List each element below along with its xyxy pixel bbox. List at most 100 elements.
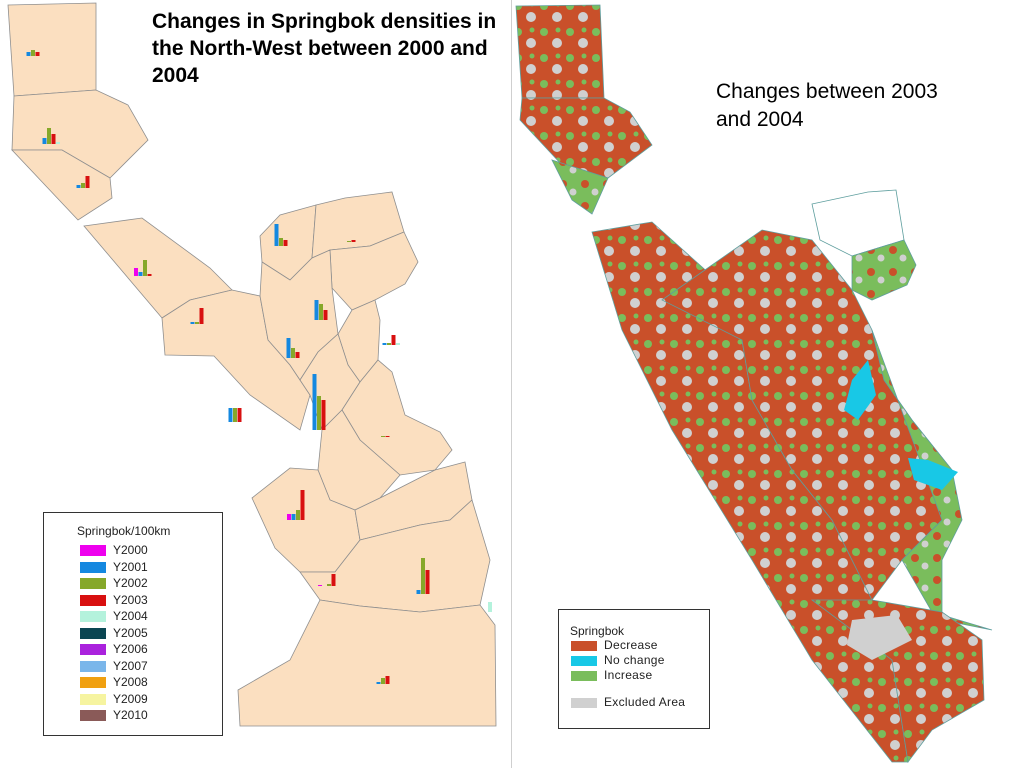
change-region-north-2 xyxy=(519,97,653,179)
density-bar xyxy=(319,304,323,320)
density-bar xyxy=(425,570,430,594)
region-north-1 xyxy=(7,2,97,97)
change-legend-title: Springbok xyxy=(570,624,625,638)
change-legend-item: Increase xyxy=(571,668,706,683)
change-map-regions xyxy=(515,4,993,763)
density-legend-swatch xyxy=(80,611,106,622)
density-bar xyxy=(488,602,492,612)
density-bar xyxy=(85,176,90,188)
density-legend-swatch xyxy=(80,710,106,721)
region-far-south xyxy=(237,599,497,727)
density-bar xyxy=(387,343,391,345)
density-bar xyxy=(35,52,40,56)
density-legend-swatch xyxy=(80,627,106,639)
density-bar xyxy=(51,134,56,144)
change-legend-label: Excluded Area xyxy=(604,695,686,709)
density-bar xyxy=(295,352,300,358)
change-region-north-3 xyxy=(551,159,609,215)
density-legend-label: Y2002 xyxy=(113,576,148,590)
density-bar xyxy=(195,322,199,324)
change-legend: Springbok Decrease No change Increase Exclu… xyxy=(558,609,710,729)
density-bar xyxy=(228,408,233,422)
density-bar xyxy=(391,335,396,345)
density-bar xyxy=(376,682,381,684)
density-bar xyxy=(287,514,291,520)
density-bar xyxy=(331,574,336,586)
change-legend-label: Increase xyxy=(604,668,653,682)
density-legend-label: Y2010 xyxy=(113,708,148,722)
density-bar xyxy=(323,310,328,320)
change-legend-item: No change xyxy=(571,653,706,668)
density-legend-swatch xyxy=(80,578,106,589)
density-bar xyxy=(317,396,321,430)
change-region-nochange-2 xyxy=(908,458,958,490)
change-legend-label: No change xyxy=(604,653,665,667)
density-bar xyxy=(26,52,31,56)
density-map xyxy=(7,2,497,727)
region-north-3 xyxy=(11,149,113,221)
panel-divider xyxy=(511,0,512,768)
density-bar xyxy=(421,558,425,594)
density-bar xyxy=(291,514,296,520)
density-legend-swatch xyxy=(80,594,106,606)
density-legend-item: Y2010 xyxy=(80,707,220,723)
density-bar xyxy=(279,238,283,246)
density-legend-item: Y2003 xyxy=(80,592,220,608)
density-bar xyxy=(381,678,385,684)
region-upper-east-3 xyxy=(329,231,419,311)
density-legend-swatch xyxy=(80,561,106,573)
change-legend-item: Decrease xyxy=(571,638,706,653)
density-bar xyxy=(314,300,319,320)
density-bar xyxy=(385,676,390,684)
density-bar xyxy=(134,268,138,276)
change-region-south xyxy=(810,599,985,763)
change-legend-swatch xyxy=(571,698,597,708)
density-bar xyxy=(147,274,152,276)
density-bar xyxy=(237,408,242,422)
change-legend-label: Decrease xyxy=(604,638,658,652)
density-bar xyxy=(382,343,387,345)
change-region-north xyxy=(515,4,605,99)
density-legend-label: Y2000 xyxy=(113,543,148,557)
change-legend-item: Excluded Area xyxy=(571,695,706,710)
density-bar xyxy=(81,183,85,188)
density-bar xyxy=(283,240,288,246)
density-bar xyxy=(321,400,326,430)
density-map-title: Changes in Springbok densities in the No… xyxy=(152,10,497,87)
density-legend-label: Y2005 xyxy=(113,625,148,640)
density-bar xyxy=(396,343,400,345)
density-legend-swatch xyxy=(80,677,106,688)
density-bar xyxy=(274,224,279,246)
density-legend-swatch xyxy=(80,693,106,705)
density-bar xyxy=(76,185,81,188)
density-bar xyxy=(351,240,356,242)
density-bar xyxy=(300,490,305,520)
density-bar xyxy=(327,584,331,586)
density-legend: Springbok/100km Y2000 Y2001 Y2002 Y2003 Y200… xyxy=(43,512,223,736)
density-legend-item: Y2001 xyxy=(80,559,220,575)
density-legend-title: Springbok/100km xyxy=(77,524,171,538)
density-legend-label: Y2008 xyxy=(113,675,148,689)
density-legend-item: Y2005 xyxy=(80,625,220,641)
density-bar xyxy=(381,436,385,437)
density-bar xyxy=(199,308,204,324)
density-legend-item: Y2008 xyxy=(80,674,220,690)
land-area xyxy=(7,2,497,727)
density-bar xyxy=(138,272,143,276)
density-bar xyxy=(296,510,300,520)
density-legend-label: Y2001 xyxy=(113,559,148,574)
density-legend-item: Y2004 xyxy=(80,608,220,624)
density-legend-item: Y2007 xyxy=(80,658,220,674)
density-bar xyxy=(291,348,295,358)
density-bar xyxy=(47,128,51,144)
density-legend-swatch xyxy=(80,644,106,655)
density-legend-label: Y2004 xyxy=(113,609,148,623)
density-bar xyxy=(31,50,35,56)
density-bar xyxy=(56,142,60,144)
density-bar xyxy=(385,436,390,437)
density-bar xyxy=(286,338,291,358)
change-region-excluded-s xyxy=(847,615,912,660)
density-bar xyxy=(143,260,147,276)
density-bar xyxy=(233,408,237,422)
density-bar xyxy=(318,585,322,586)
